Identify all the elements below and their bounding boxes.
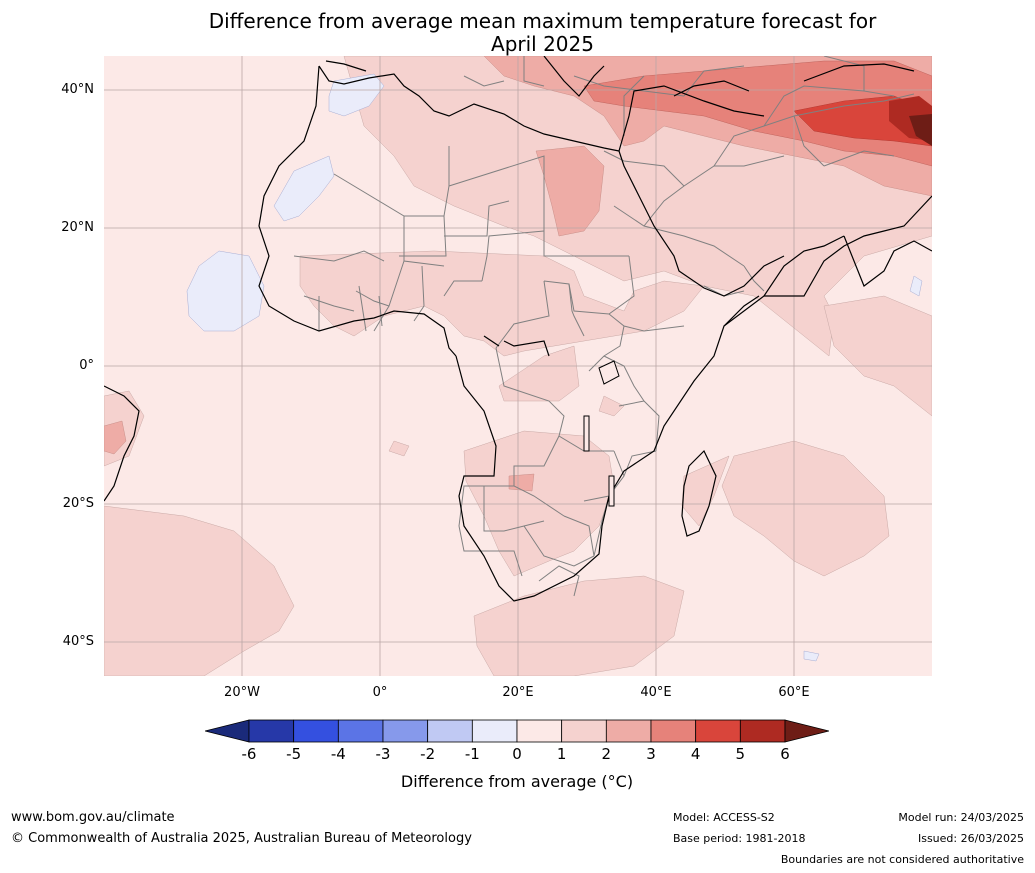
lakes bbox=[583, 360, 620, 507]
colorbar-box bbox=[516, 719, 563, 743]
country-boundaries bbox=[293, 56, 915, 597]
footer-issued: Issued: 26/03/2025 bbox=[917, 832, 1024, 845]
footer-copyright: © Commonwealth of Australia 2025, Austra… bbox=[11, 831, 472, 846]
colorbar-box bbox=[293, 719, 339, 743]
colorbar-tick-label: 4 bbox=[690, 745, 701, 763]
lat-label-40n: 40°N bbox=[61, 82, 94, 97]
colorbar-box bbox=[605, 719, 652, 743]
colorbar-tick-label: 2 bbox=[601, 745, 612, 763]
lon-label-20w: 20°W bbox=[224, 685, 260, 700]
lat-label-0: 0° bbox=[79, 358, 94, 373]
footer-website: www.bom.gov.au/climate bbox=[11, 810, 175, 825]
colorbar-arrow-low bbox=[205, 719, 250, 743]
colorbar-box bbox=[739, 719, 786, 743]
colorbar-tick-label: -5 bbox=[286, 745, 302, 763]
footer-disclaimer: Boundaries are not considered authoritat… bbox=[780, 853, 1024, 866]
footer-model-run: Model run: 24/03/2025 bbox=[898, 811, 1024, 824]
lon-label-0: 0° bbox=[372, 685, 388, 700]
lat-label-40s: 40°S bbox=[62, 634, 94, 649]
colorbar-tick-label: -3 bbox=[375, 745, 391, 763]
colorbar-tick-label: 6 bbox=[780, 745, 790, 763]
chart-title: Difference from average mean maximum tem… bbox=[0, 10, 1035, 56]
colorbar-arrow-high bbox=[784, 719, 829, 743]
colorbar-tick-label: 5 bbox=[735, 745, 746, 763]
anomaly-1-2-areas bbox=[104, 56, 932, 676]
lon-label-20e: 20°E bbox=[502, 685, 534, 700]
lon-label-60e: 60°E bbox=[778, 685, 810, 700]
colorbar-tick-label: -2 bbox=[420, 745, 436, 763]
colorbar-box bbox=[650, 719, 697, 743]
colorbar-tick-label: 0 bbox=[512, 745, 522, 763]
colorbar-box bbox=[471, 719, 518, 743]
lat-label-20n: 20°N bbox=[61, 220, 94, 235]
colorbar-label: Difference from average (°C) bbox=[400, 772, 634, 791]
map-panel bbox=[104, 56, 932, 676]
lon-label-40e: 40°E bbox=[640, 685, 672, 700]
coastlines bbox=[104, 56, 932, 602]
colorbar bbox=[205, 719, 829, 743]
colorbar-tick-label: 3 bbox=[646, 745, 656, 763]
footer-model: Model: ACCESS-S2 bbox=[673, 811, 775, 824]
colorbar-box bbox=[695, 719, 741, 743]
colorbar-box bbox=[561, 719, 607, 743]
graticule bbox=[104, 56, 932, 676]
anomaly-above-6-areas bbox=[909, 114, 932, 146]
colorbar-tick-label: -4 bbox=[330, 745, 346, 763]
title-line-1: Difference from average mean maximum tem… bbox=[208, 9, 877, 33]
colorbar-box bbox=[382, 719, 429, 743]
title-line-2: April 2025 bbox=[491, 32, 594, 56]
lat-label-20s: 20°S bbox=[62, 496, 94, 511]
colorbar-box bbox=[427, 719, 473, 743]
colorbar-box bbox=[248, 719, 295, 743]
footer-base-period: Base period: 1981-2018 bbox=[673, 832, 806, 845]
colorbar-box bbox=[337, 719, 384, 743]
colorbar-tick-label: -1 bbox=[464, 745, 480, 763]
colorbar-tick-label: 1 bbox=[556, 745, 567, 763]
temperature-anomaly-map bbox=[104, 56, 932, 676]
colorbar-tick-label: -6 bbox=[241, 745, 257, 763]
anomaly-negative-areas bbox=[186, 73, 923, 662]
